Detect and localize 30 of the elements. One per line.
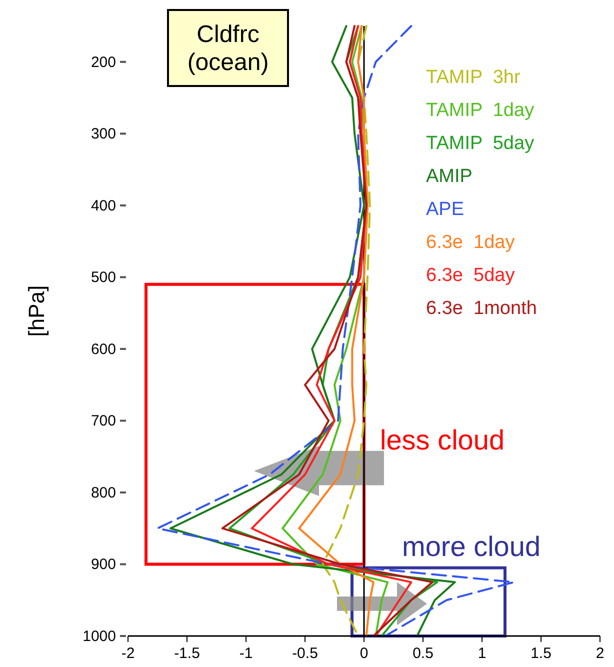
y-tick-label: 600 <box>90 340 116 358</box>
text: TAMIP 3hr <box>426 67 521 88</box>
text: AMIP <box>426 166 472 187</box>
x-tick-label: -0.5 <box>292 645 318 662</box>
x-tick-label: 1 <box>478 645 486 662</box>
y-tick-label: 200 <box>90 54 116 71</box>
text: 6.3e 1month <box>426 298 537 319</box>
text: 6.3e 1day <box>426 232 516 253</box>
x-tick-label: 2 <box>596 645 604 662</box>
y-tick-label: 900 <box>90 556 116 574</box>
x-tick-label: -1.5 <box>174 645 200 662</box>
text: TAMIP 5day <box>426 133 535 154</box>
x-tick-label: -1 <box>239 645 253 662</box>
y-tick-label: 500 <box>90 269 116 286</box>
x-tick-label: 1.5 <box>530 645 552 662</box>
x-tick-label: 0.5 <box>412 645 434 662</box>
x-tick-label: 0 <box>360 645 368 662</box>
text: TAMIP 1day <box>426 100 535 121</box>
y-tick-label: 400 <box>90 197 116 214</box>
y-tick-label: 300 <box>90 126 116 143</box>
y-tick-label: 800 <box>90 484 116 502</box>
text: 6.3e 5day <box>426 265 516 286</box>
y-axis-title: [hPa] <box>24 285 49 337</box>
chart-title: Cldfrc (ocean) <box>187 21 269 76</box>
y-tick-label: 1000 <box>82 628 116 645</box>
text: APE <box>426 199 464 220</box>
annotation: less cloud <box>380 424 505 456</box>
annotation: more cloud <box>402 530 541 562</box>
y-tick-label: 700 <box>90 412 116 430</box>
x-tick-label: -2 <box>121 645 135 662</box>
